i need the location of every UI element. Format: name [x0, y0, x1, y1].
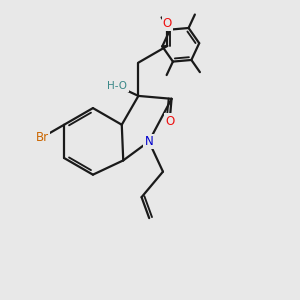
Text: Br: Br — [36, 131, 49, 144]
Text: N: N — [145, 135, 153, 148]
Text: H-O: H-O — [107, 81, 128, 91]
Text: O: O — [163, 17, 172, 30]
Text: O: O — [165, 115, 174, 128]
